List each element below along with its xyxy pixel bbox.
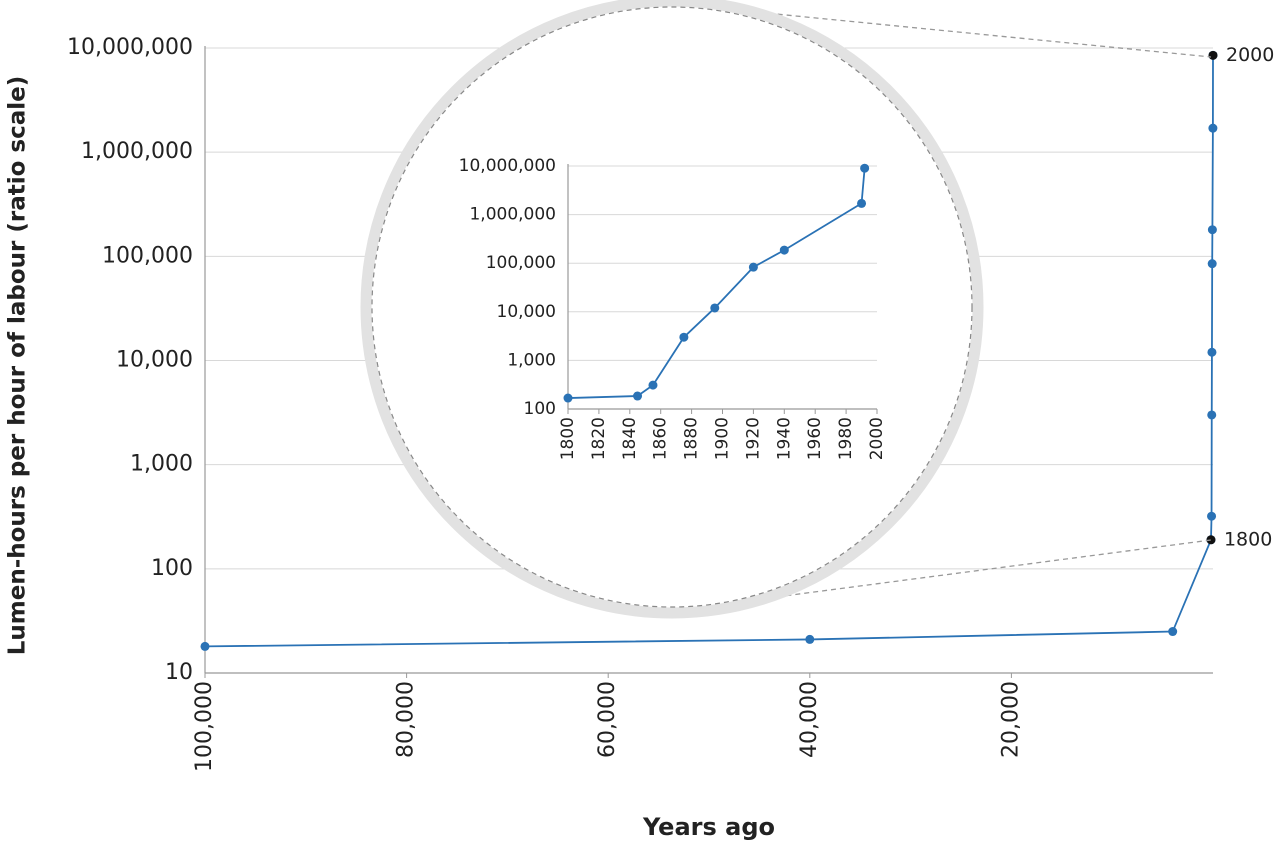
x-tick-label: 20,000 — [998, 681, 1023, 758]
y-tick-label: 1,000,000 — [469, 205, 556, 225]
x-tick-label: 1980 — [836, 417, 856, 460]
x-tick-label: 1940 — [774, 417, 794, 460]
data-point — [1208, 123, 1218, 133]
point-annotation: 2000 — [1226, 44, 1274, 66]
data-point — [748, 262, 758, 272]
data-point — [860, 163, 870, 173]
data-point — [648, 380, 658, 390]
data-point — [805, 634, 815, 644]
y-tick-label: 1,000 — [130, 452, 193, 477]
highlight-point — [1206, 535, 1216, 545]
x-tick-label: 100,000 — [192, 681, 217, 772]
x-axis-title: Years ago — [642, 813, 775, 841]
zoom-callout — [360, 0, 1212, 619]
data-point — [857, 198, 867, 208]
y-tick-label: 100,000 — [102, 243, 193, 268]
data-point — [200, 641, 210, 651]
zoom-guide — [714, 539, 1212, 606]
zoom-circle — [360, 0, 984, 619]
y-tick-label: 10,000,000 — [459, 156, 556, 176]
y-tick-label: 100 — [524, 399, 556, 419]
data-point — [1207, 347, 1217, 357]
x-tick-label: 1880 — [682, 417, 702, 460]
x-tick-label: 80,000 — [394, 681, 419, 758]
y-axis-title: Lumen-hours per hour of labour (ratio sc… — [5, 76, 31, 656]
data-point — [1168, 627, 1178, 637]
data-point — [633, 391, 643, 401]
x-tick-label: 1960 — [805, 417, 825, 460]
data-point — [779, 245, 789, 255]
x-tick-label: 1800 — [558, 417, 578, 460]
data-point — [1207, 259, 1217, 269]
x-tick-label: 1840 — [620, 417, 640, 460]
y-tick-label: 10,000 — [497, 302, 556, 322]
x-tick-label: 1900 — [713, 417, 733, 460]
data-point — [1207, 511, 1217, 521]
data-point — [1207, 410, 1217, 420]
y-tick-label: 100,000 — [486, 253, 556, 273]
x-tick-label: 2000 — [867, 417, 887, 460]
y-tick-label: 10 — [165, 660, 193, 685]
x-tick-label: 60,000 — [595, 681, 620, 758]
data-point — [679, 332, 689, 342]
x-tick-label: 1920 — [743, 417, 763, 460]
y-tick-label: 1,000 — [507, 350, 556, 370]
x-tick-label: 1820 — [589, 417, 609, 460]
data-point — [563, 393, 573, 403]
zoom-guide — [714, 7, 1212, 58]
y-tick-label: 100 — [151, 556, 193, 581]
data-point — [710, 303, 720, 313]
inset-chart: 100 1,000 10,000 100,000 1,000,000 10,000,000… — [459, 156, 887, 460]
x-tick-label: 40,000 — [797, 681, 822, 758]
data-point — [1207, 225, 1217, 235]
point-annotation: 1800 — [1224, 528, 1272, 550]
y-tick-label: 10,000,000 — [67, 35, 193, 60]
highlight-point — [1208, 50, 1218, 60]
zoom-circle-inner — [371, 6, 973, 608]
y-tick-label: 1,000,000 — [81, 139, 193, 164]
x-tick-label: 1860 — [651, 417, 671, 460]
y-tick-label: 10,000 — [116, 348, 193, 373]
